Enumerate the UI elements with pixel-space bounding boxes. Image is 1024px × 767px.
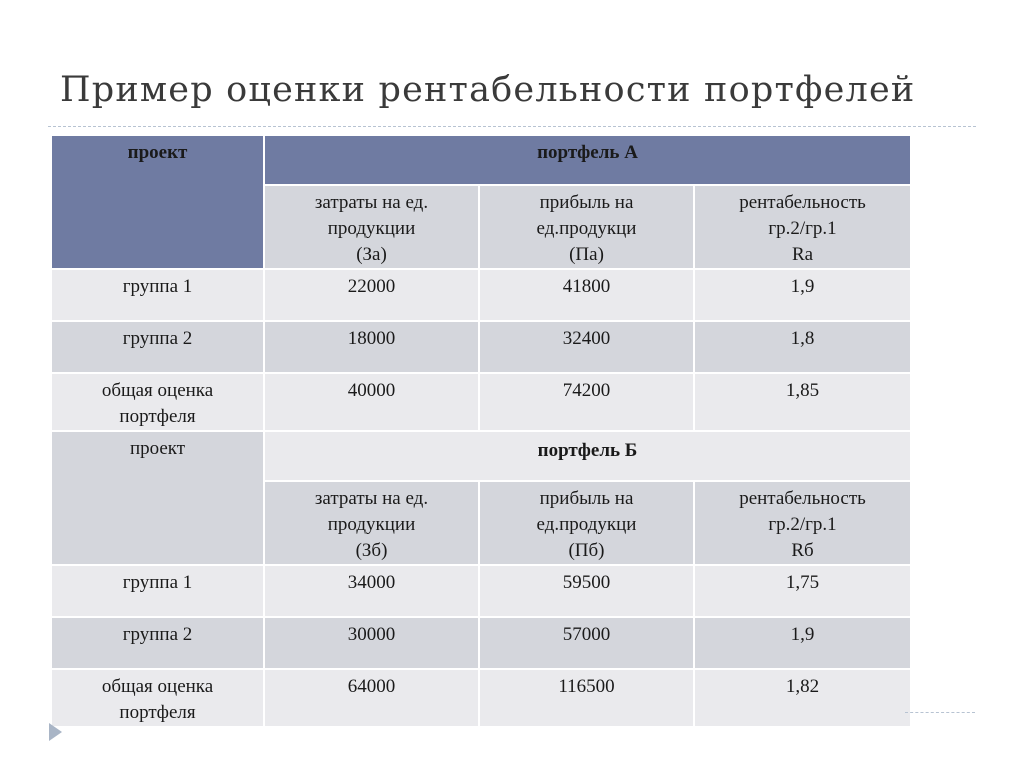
- cell-costs: 64000: [263, 668, 480, 728]
- portfolio-b-col-costs: затраты на ед. продукции (Зб): [263, 480, 480, 566]
- cell-profit: 41800: [478, 268, 695, 322]
- portfolio-b-col-profit: прибыль на ед.продукци (Пб): [478, 480, 695, 566]
- col-line: гр.2/гр.1: [768, 218, 837, 239]
- col-line: ед.продукци: [536, 218, 637, 239]
- cell-costs: 22000: [263, 268, 480, 322]
- row-label: общая оценка портфеля: [50, 668, 265, 728]
- portfolio-b-title: портфель Б: [263, 430, 912, 482]
- portfolio-a-col-profitability: рентабельность гр.2/гр.1 Rа: [693, 184, 912, 270]
- portfolio-a-col-costs: затраты на ед. продукции (За): [263, 184, 480, 270]
- cell-profitability: 1,9: [693, 616, 912, 670]
- col-line: ед.продукци: [536, 514, 637, 535]
- row-label: группа 2: [50, 616, 265, 670]
- cell-profit: 116500: [478, 668, 695, 728]
- cell-profitability: 1,8: [693, 320, 912, 374]
- portfolio-a-title: портфель А: [263, 134, 912, 186]
- bottom-divider: [905, 712, 975, 713]
- cell-profitability: 1,82: [693, 668, 912, 728]
- cell-profit: 74200: [478, 372, 695, 432]
- col-line: продукции: [327, 514, 416, 535]
- col-line: рентабельность: [739, 488, 866, 509]
- table-row: общая оценка портфеля 40000 74200 1,85: [50, 372, 912, 432]
- portfolio-b-header-row: проект портфель Б: [50, 430, 912, 566]
- cell-costs: 18000: [263, 320, 480, 374]
- row-label: группа 1: [50, 268, 265, 322]
- portfolio-b-col-profitability: рентабельность гр.2/гр.1 Rб: [693, 480, 912, 566]
- label-line: общая оценка: [101, 380, 214, 401]
- row-label: группа 1: [50, 564, 265, 618]
- col-line: прибыль на: [539, 192, 634, 213]
- row-label: группа 2: [50, 320, 265, 374]
- col-line: (Па): [569, 244, 604, 265]
- title-divider: [48, 126, 976, 127]
- portfolio-b-columns-row: затраты на ед. продукции (Зб) прибыль на…: [51, 480, 912, 566]
- slide-title: Пример оценки рентабельности портфелей: [60, 70, 916, 110]
- table-row: группа 1 34000 59500 1,75: [50, 564, 912, 618]
- cell-profitability: 1,75: [693, 564, 912, 618]
- portfolio-a-project-label: проект: [50, 134, 265, 270]
- row-label: общая оценка портфеля: [50, 372, 265, 432]
- table-row: группа 2 30000 57000 1,9: [50, 616, 912, 670]
- cell-profitability: 1,85: [693, 372, 912, 432]
- cell-profit: 32400: [478, 320, 695, 374]
- cell-costs: 30000: [263, 616, 480, 670]
- col-line: продукции: [327, 218, 416, 239]
- profitability-table: проект портфель А затраты на ед. продукц…: [50, 134, 912, 728]
- col-line: затраты на ед.: [314, 192, 429, 213]
- table-row: общая оценка портфеля 64000 116500 1,82: [50, 668, 912, 728]
- col-line: гр.2/гр.1: [768, 514, 837, 535]
- portfolio-b-project-label: проект: [50, 430, 265, 566]
- triangle-arrow-icon: [49, 723, 62, 741]
- portfolio-a-col-profit: прибыль на ед.продукци (Па): [478, 184, 695, 270]
- col-line: прибыль на: [539, 488, 634, 509]
- col-line: (Зб): [355, 540, 388, 561]
- col-line: рентабельность: [739, 192, 866, 213]
- col-line: затраты на ед.: [314, 488, 429, 509]
- col-line: (Пб): [568, 540, 605, 561]
- cell-costs: 40000: [263, 372, 480, 432]
- label-line: общая оценка: [101, 676, 214, 697]
- col-line: Rа: [791, 244, 814, 265]
- col-line: (За): [356, 244, 387, 265]
- table-row: группа 1 22000 41800 1,9: [50, 268, 912, 322]
- cell-profit: 59500: [478, 564, 695, 618]
- col-line: Rб: [791, 540, 814, 561]
- cell-profit: 57000: [478, 616, 695, 670]
- label-line: портфеля: [119, 406, 196, 427]
- table-row: группа 2 18000 32400 1,8: [50, 320, 912, 374]
- portfolio-a-header-row: проект портфель А: [50, 134, 912, 270]
- portfolio-a-columns-row: затраты на ед. продукции (За) прибыль на…: [51, 184, 912, 270]
- cell-profitability: 1,9: [693, 268, 912, 322]
- cell-costs: 34000: [263, 564, 480, 618]
- label-line: портфеля: [119, 702, 196, 723]
